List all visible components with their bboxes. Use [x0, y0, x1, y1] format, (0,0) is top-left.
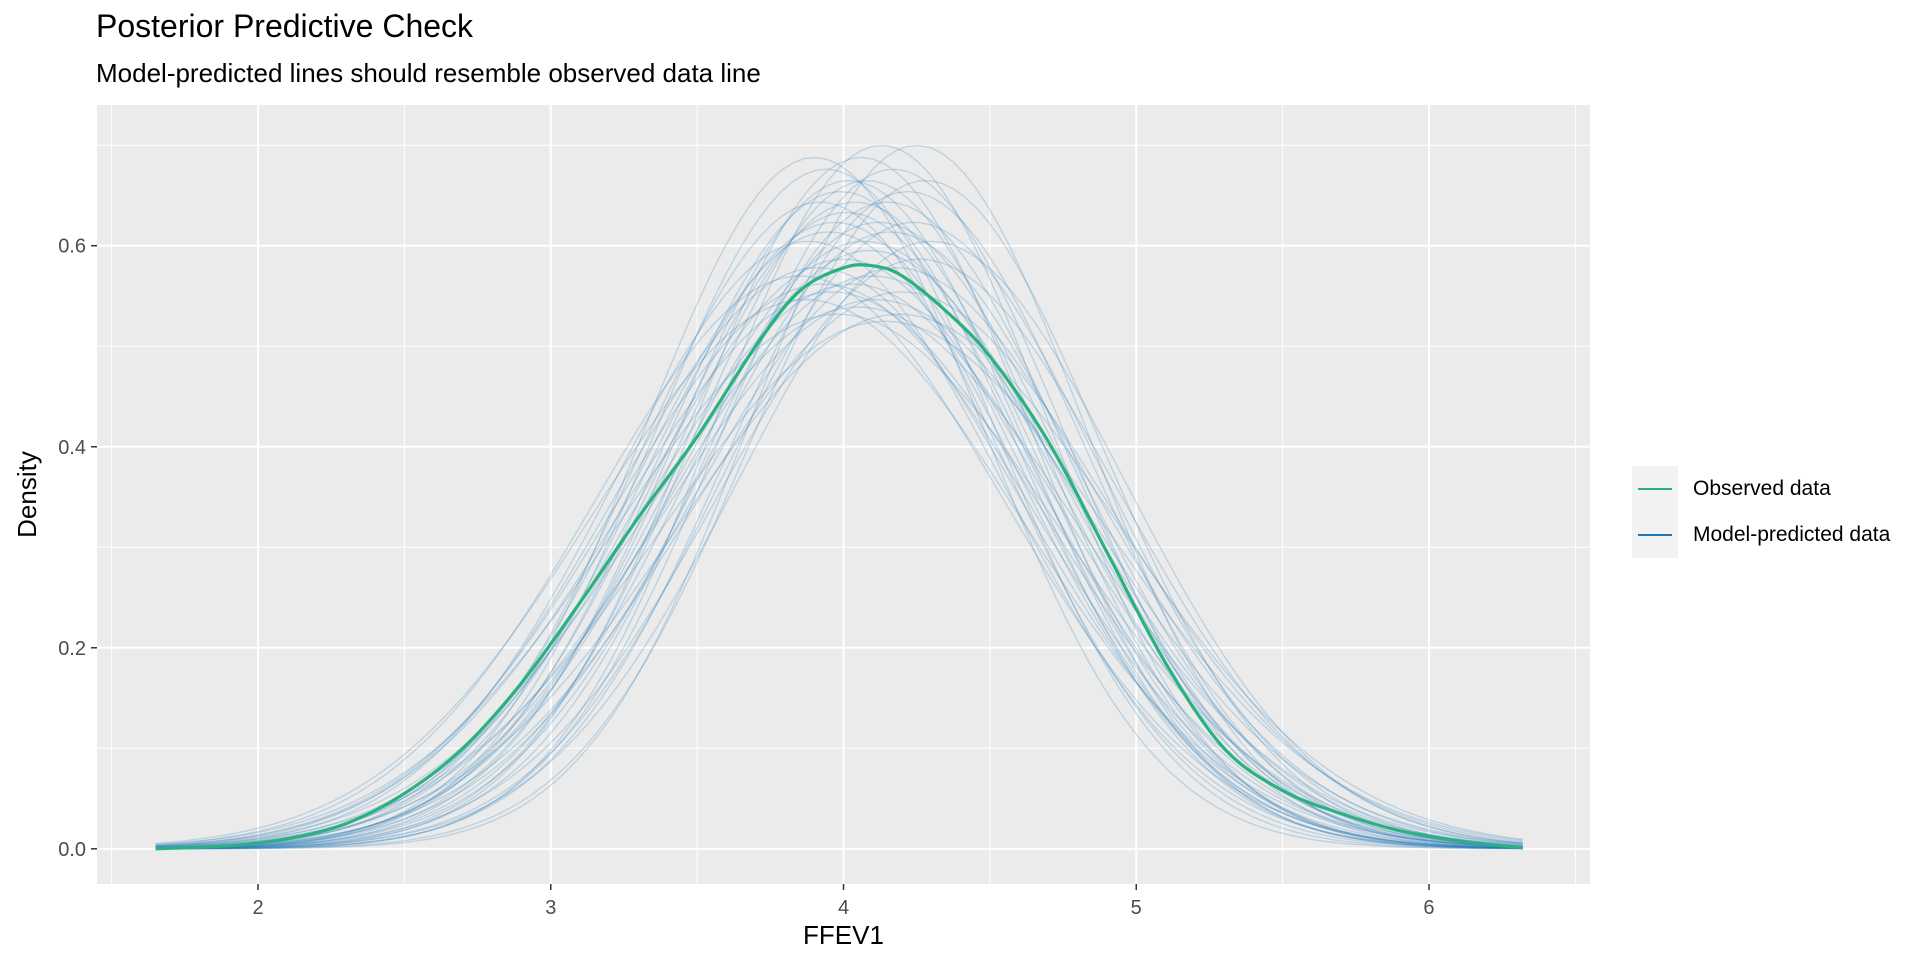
predicted-density-line: [155, 180, 1523, 850]
predicted-density-line: [155, 266, 1523, 849]
predicted-density-line: [155, 190, 1523, 850]
line-key-icon: [1638, 534, 1672, 536]
axes: 2 3 4 5 6 0.0 0.2 0.4 0.6 FFEV1 Density: [12, 236, 1435, 950]
observed-density-line: [155, 263, 1523, 851]
predicted-density-line: [155, 240, 1523, 849]
predicted-density-line: [155, 313, 1523, 848]
predicted-density-line: [155, 291, 1523, 849]
grid-lines: [97, 105, 1590, 884]
predicted-density-line: [155, 275, 1523, 849]
predicted-density-line: [155, 168, 1523, 850]
chart-subtitle: Model-predicted lines should resemble ob…: [96, 58, 761, 88]
legend-item-observed: Observed data: [1632, 466, 1920, 512]
predicted-density-line: [155, 144, 1523, 850]
predicted-lines: [155, 144, 1523, 850]
predicted-density-line: [155, 291, 1523, 847]
x-tick-label: 6: [1423, 897, 1434, 919]
predicted-density-line: [155, 298, 1523, 848]
predicted-density-line: [155, 231, 1523, 850]
x-tick-label: 3: [545, 897, 556, 919]
predicted-density-line: [155, 156, 1523, 850]
legend-key: [1632, 466, 1678, 512]
predicted-density-line: [155, 306, 1523, 847]
predicted-density-line: [155, 283, 1523, 848]
predicted-density-line: [155, 313, 1523, 846]
predicted-density-line: [155, 258, 1523, 848]
predicted-density-line: [155, 275, 1523, 849]
chart-title: Posterior Predictive Check: [96, 8, 474, 44]
y-tick-label: 0.2: [58, 638, 86, 660]
line-key-icon: [1638, 488, 1672, 490]
x-tick-label: 5: [1131, 897, 1142, 919]
legend-label: Model-predicted data: [1693, 523, 1891, 546]
x-tick-label: 2: [252, 897, 263, 919]
predicted-density-line: [155, 190, 1523, 850]
predicted-density-line: [155, 298, 1523, 848]
x-tick-label: 4: [838, 897, 849, 919]
predicted-density-line: [155, 201, 1523, 850]
predicted-density-line: [155, 231, 1523, 849]
legend-label: Observed data: [1693, 477, 1831, 500]
predicted-density-line: [155, 240, 1523, 850]
predicted-density-line: [155, 211, 1523, 849]
y-tick-label: 0.6: [58, 236, 86, 258]
predicted-density-line: [155, 221, 1523, 849]
y-tick-label: 0.0: [58, 839, 86, 861]
y-axis-title: Density: [12, 451, 42, 538]
predicted-density-line: [155, 179, 1523, 850]
predicted-density-line: [155, 258, 1523, 850]
observed-line: [155, 263, 1523, 851]
y-tick-label: 0.4: [58, 437, 86, 459]
predicted-density-line: [155, 168, 1523, 850]
legend-key: [1632, 512, 1678, 558]
legend-item-predicted: Model-predicted data: [1632, 512, 1920, 558]
predicted-density-line: [155, 249, 1523, 849]
predicted-density-line: [155, 201, 1523, 850]
predicted-density-line: [155, 266, 1523, 849]
predicted-density-line: [155, 156, 1523, 850]
predicted-density-line: [155, 179, 1523, 850]
x-axis-title: FFEV1: [803, 920, 884, 950]
